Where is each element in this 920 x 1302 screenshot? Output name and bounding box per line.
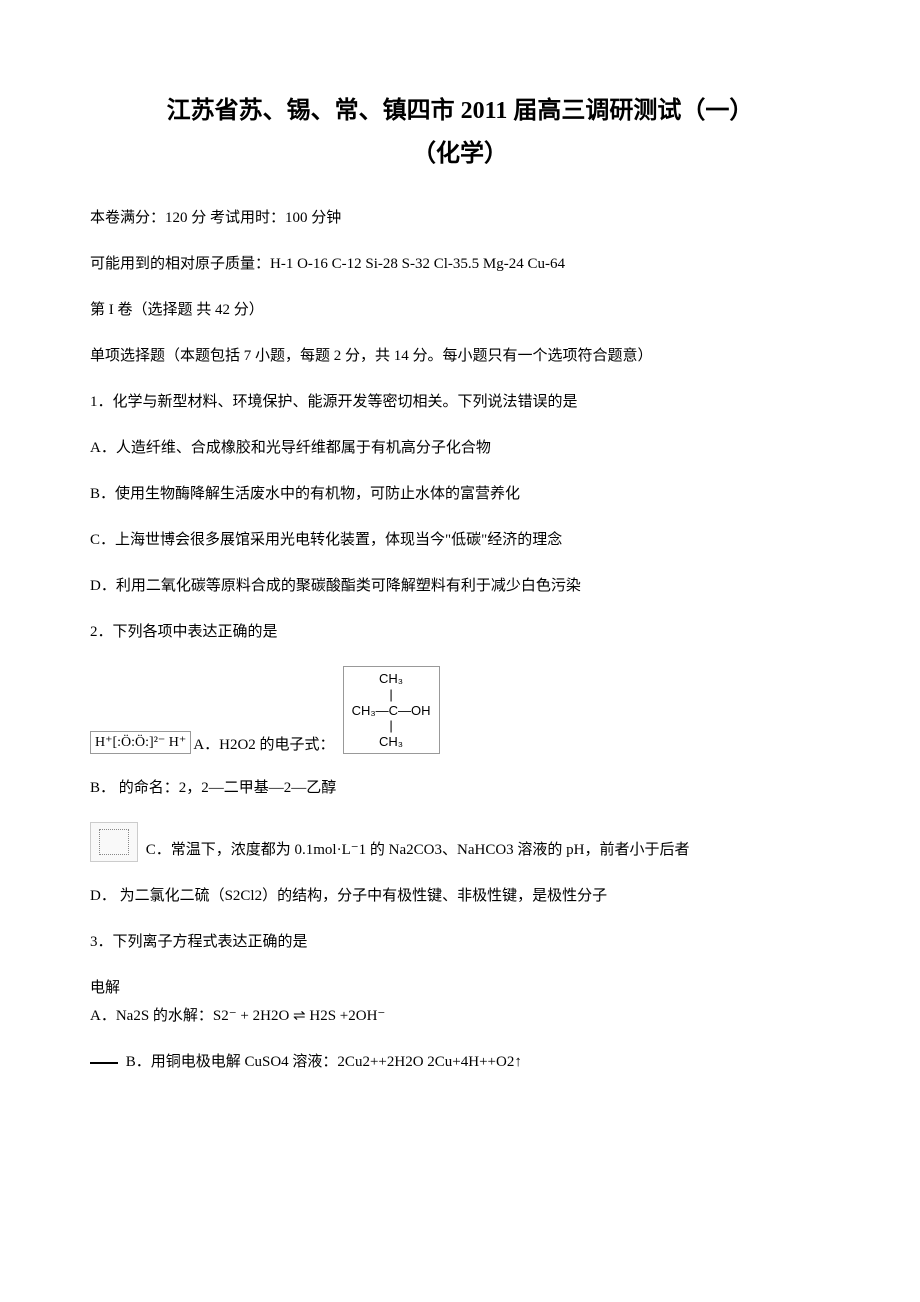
- structure-formula-image: CH₃ | CH₃—C—OH | CH₃: [343, 666, 440, 754]
- q3-option-a: A．Na2S 的水解：S2⁻ + 2H2O ⇌ H2S +2OH⁻: [90, 1004, 830, 1028]
- q2-option-d: D． 为二氯化二硫（S2Cl2）的结构，分子中有极性键、非极性键，是极性分子: [90, 884, 830, 908]
- q1-option-d: D．利用二氧化碳等原料合成的聚碳酸酯类可降解塑料有利于减少白色污染: [90, 574, 830, 598]
- q2-option-b: B． 的命名：2，2—二甲基—2—乙醇: [90, 776, 830, 800]
- q2-option-a-line: H⁺[:Ö:Ö:]²⁻ H⁺ A．H2O2 的电子式： CH₃ | CH₃—C—…: [90, 666, 830, 754]
- instructions: 单项选择题（本题包括 7 小题，每题 2 分，共 14 分。每小题只有一个选项符…: [90, 344, 830, 368]
- electron-formula-image: H⁺[:Ö:Ö:]²⁻ H⁺: [90, 731, 191, 754]
- title-line-1: 江苏省苏、锡、常、镇四市 2011 届高三调研测试（一）: [90, 90, 830, 133]
- q3-sub-label: 电解: [90, 976, 830, 1000]
- q1-option-b: B．使用生物酶降解生活废水中的有机物，可防止水体的富营养化: [90, 482, 830, 506]
- q1-stem: 1．化学与新型材料、环境保护、能源开发等密切相关。下列说法错误的是: [90, 390, 830, 414]
- q2-option-c-line: C．常温下，浓度都为 0.1mol·L⁻1 的 Na2CO3、NaHCO3 溶液…: [90, 822, 830, 862]
- q3-option-b-line: B．用铜电极电解 CuSO4 溶液：2Cu2++2H2O 2Cu+4H++O2↑: [90, 1050, 830, 1074]
- title-line-2: （化学）: [90, 133, 830, 176]
- q3-stem: 3．下列离子方程式表达正确的是: [90, 930, 830, 954]
- s2cl2-diagram-icon: [90, 822, 138, 862]
- underline-marker: [90, 1062, 118, 1064]
- exam-title: 江苏省苏、锡、常、镇四市 2011 届高三调研测试（一） （化学）: [90, 90, 830, 176]
- q1-option-c: C．上海世博会很多展馆采用光电转化装置，体现当今"低碳"经济的理念: [90, 528, 830, 552]
- atomic-mass-info: 可能用到的相对原子质量：H-1 O-16 C-12 Si-28 S-32 Cl-…: [90, 252, 830, 276]
- q1-option-a: A．人造纤维、合成橡胶和光导纤维都属于有机高分子化合物: [90, 436, 830, 460]
- section-1-header: 第 I 卷（选择题 共 42 分）: [90, 298, 830, 322]
- exam-info: 本卷满分：120 分 考试用时：100 分钟: [90, 206, 830, 230]
- q2-stem: 2．下列各项中表达正确的是: [90, 620, 830, 644]
- q2-option-a-label: A．H2O2 的电子式：: [193, 733, 334, 754]
- q2-option-c: C．常温下，浓度都为 0.1mol·L⁻1 的 Na2CO3、NaHCO3 溶液…: [146, 842, 690, 858]
- q3-option-b: B．用铜电极电解 CuSO4 溶液：2Cu2++2H2O 2Cu+4H++O2↑: [126, 1054, 522, 1070]
